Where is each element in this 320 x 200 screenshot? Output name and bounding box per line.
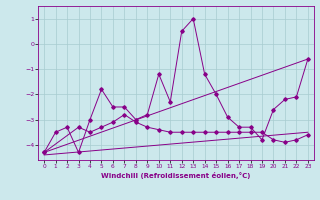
X-axis label: Windchill (Refroidissement éolien,°C): Windchill (Refroidissement éolien,°C)	[101, 172, 251, 179]
